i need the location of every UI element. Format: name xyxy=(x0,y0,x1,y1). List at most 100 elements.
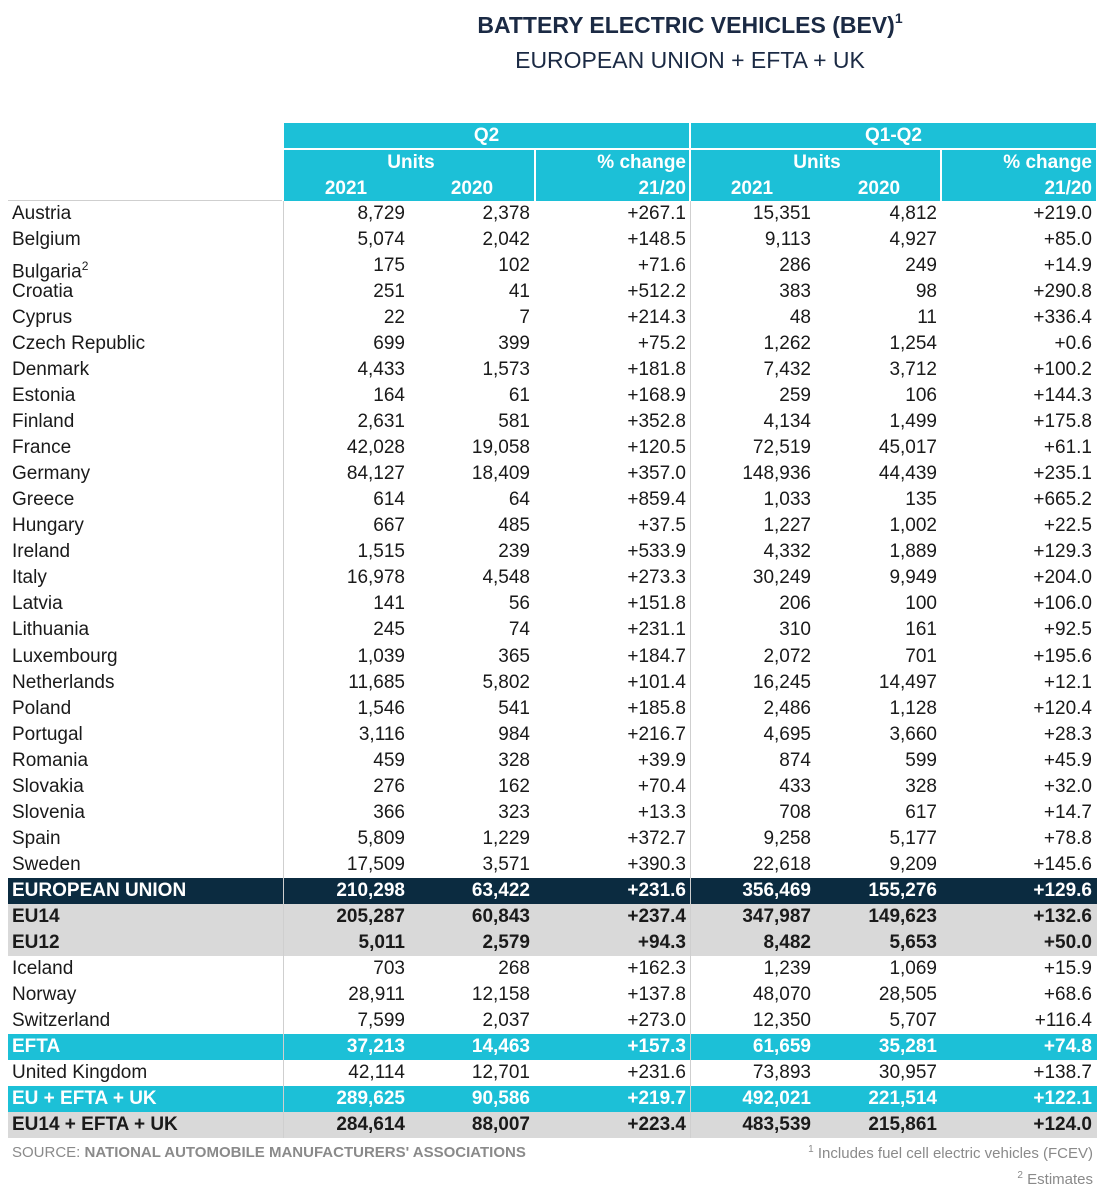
cell: 5,707 xyxy=(889,1009,937,1031)
cell: 251 xyxy=(373,281,405,303)
row-label: Hungary xyxy=(12,513,84,539)
cell: 3,571 xyxy=(482,853,530,875)
cell: +129.3 xyxy=(1033,541,1092,563)
column-rule xyxy=(690,201,691,1139)
cell: +231.6 xyxy=(627,1061,686,1083)
cell: +144.3 xyxy=(1033,385,1092,407)
row-label: Latvia xyxy=(12,591,63,617)
row-fill xyxy=(691,929,1097,956)
cell: 8,729 xyxy=(357,203,405,224)
row-label-text: Sweden xyxy=(12,853,81,875)
cell: +15.9 xyxy=(1043,957,1092,979)
cell: +50.0 xyxy=(1043,931,1092,953)
cell: +204.0 xyxy=(1033,567,1092,589)
row-label-text: Cyprus xyxy=(12,307,73,329)
row-label-text: EU14 xyxy=(12,905,60,927)
row-fill xyxy=(691,1033,1097,1060)
units-label: Units xyxy=(387,152,435,173)
row-label: Portugal xyxy=(12,722,83,748)
row-label: Denmark xyxy=(12,357,89,383)
cell: 141 xyxy=(373,593,405,615)
row-label-text: Ireland xyxy=(12,541,71,563)
cell: 60,843 xyxy=(471,905,530,927)
cell: 11 xyxy=(917,307,937,329)
cell: 2,378 xyxy=(482,203,530,224)
cell: 1,229 xyxy=(482,827,530,849)
row-label: EU14 + EFTA + UK xyxy=(12,1112,178,1138)
row-label: Norway xyxy=(12,982,76,1008)
row-label: Finland xyxy=(12,409,74,435)
cell: +122.1 xyxy=(1033,1088,1092,1110)
cell: +148.5 xyxy=(627,229,686,251)
cell: +390.3 xyxy=(627,853,686,875)
cell: 541 xyxy=(498,697,530,719)
row-label-text: Iceland xyxy=(12,957,74,979)
row-label: Spain xyxy=(12,826,61,852)
cell: 72,519 xyxy=(752,437,811,459)
cell: 701 xyxy=(905,645,937,667)
cell: +195.6 xyxy=(1033,645,1092,667)
cell: 162 xyxy=(498,775,530,797)
cell: 175 xyxy=(373,255,405,277)
cell: +70.4 xyxy=(637,775,686,797)
footnote: 2 Estimates xyxy=(1017,1170,1093,1188)
title-note: 1 xyxy=(894,10,903,26)
cell: +138.7 xyxy=(1033,1061,1092,1083)
change-label: % change xyxy=(1003,152,1092,173)
row-label-text: EU12 xyxy=(12,931,60,953)
cell: +665.2 xyxy=(1033,489,1092,511)
cell: +290.8 xyxy=(1033,281,1092,303)
row-label: Belgium xyxy=(12,227,81,253)
row-label-text: Poland xyxy=(12,697,72,719)
footnote-text: Includes fuel cell electric vehicles (FC… xyxy=(817,1145,1093,1162)
row-fill xyxy=(284,1112,690,1139)
cell: 14,463 xyxy=(471,1035,530,1057)
cell: 2,037 xyxy=(482,1009,530,1031)
cell: 205,287 xyxy=(336,905,405,927)
row-label: Netherlands xyxy=(12,670,114,696)
cell: 667 xyxy=(373,515,405,537)
cell: +12.1 xyxy=(1043,671,1092,693)
cell: +185.8 xyxy=(627,697,686,719)
cell: 268 xyxy=(498,957,530,979)
row-label: Romania xyxy=(12,748,88,774)
source: NATIONAL AUTOMOBILE MANUFACTURERS' ASSOC… xyxy=(84,1144,526,1161)
row-fill xyxy=(8,1033,283,1060)
cell: +273.0 xyxy=(627,1009,686,1031)
row-label-text: Czech Republic xyxy=(12,333,146,355)
row-label: Italy xyxy=(12,565,47,591)
cell: 102 xyxy=(498,255,530,277)
row-label: Poland xyxy=(12,696,71,722)
cell: +184.7 xyxy=(627,645,686,667)
change-label: % change xyxy=(597,152,686,173)
row-label-text: Spain xyxy=(12,827,61,849)
cell: +22.5 xyxy=(1043,515,1092,537)
cell: +336.4 xyxy=(1033,307,1092,329)
cell: 44,439 xyxy=(878,463,937,485)
row-fill xyxy=(691,1112,1097,1139)
change-block xyxy=(942,150,1096,201)
cell: +100.2 xyxy=(1033,359,1092,381)
row-label-text: EU + EFTA + UK xyxy=(12,1088,157,1110)
cell: 239 xyxy=(498,541,530,563)
cell: 1,515 xyxy=(357,541,405,563)
cell: 164 xyxy=(373,385,405,407)
cell: +237.4 xyxy=(627,905,686,927)
row-label: Sweden xyxy=(12,852,81,878)
cell: 18,409 xyxy=(471,463,530,485)
year-label: 2020 xyxy=(450,178,494,199)
cell: +0.6 xyxy=(1054,333,1092,355)
cell: 12,350 xyxy=(752,1009,811,1031)
row-label: Slovakia xyxy=(12,774,84,800)
cell: +71.6 xyxy=(637,255,686,277)
cell: 5,074 xyxy=(357,229,405,251)
units-block xyxy=(691,150,940,201)
units-block xyxy=(284,150,534,201)
cell: 492,021 xyxy=(742,1088,811,1110)
footnote-text: Estimates xyxy=(1027,1171,1093,1188)
cell: 4,332 xyxy=(763,541,811,563)
cell: 1,262 xyxy=(763,333,811,355)
cell: 14,497 xyxy=(878,671,937,693)
row-label-text: Luxembourg xyxy=(12,645,118,667)
